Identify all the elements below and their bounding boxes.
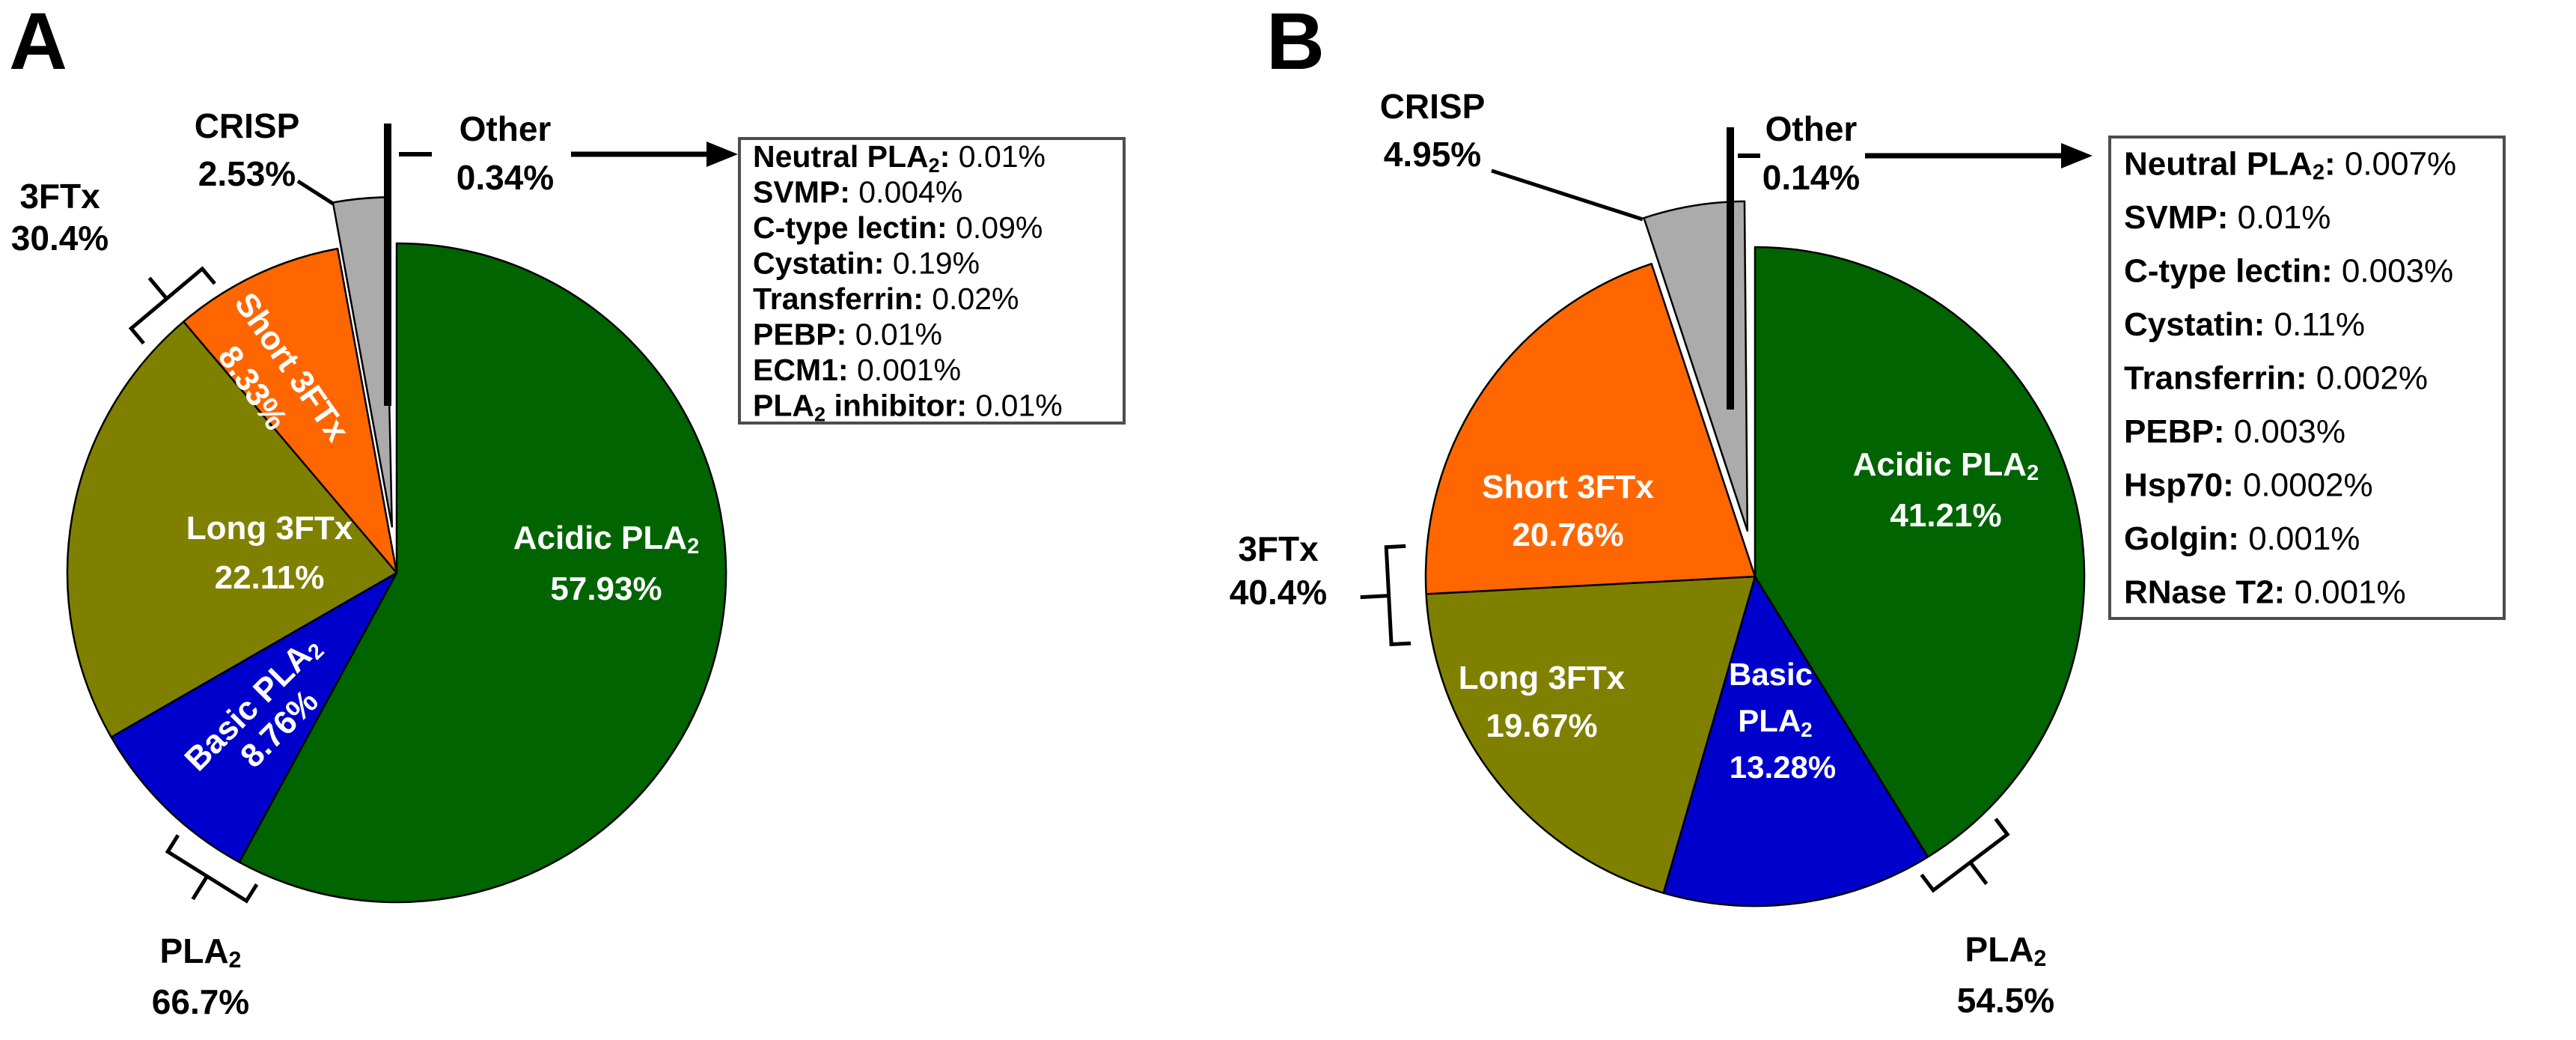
panel-a-letter: A xyxy=(9,0,67,86)
group-bracket-name: 3FTx xyxy=(19,177,100,216)
other-arrow-head xyxy=(2061,143,2093,168)
breakdown-item: C-type lectin: 0.003% xyxy=(2124,252,2453,289)
breakdown-item: Golgin: 0.001% xyxy=(2124,520,2360,556)
group-bracket-tick xyxy=(147,276,168,300)
crisp-callout-pct: 2.53% xyxy=(198,154,296,193)
crisp-callout-name: CRISP xyxy=(1380,87,1486,126)
breakdown-item: PLA2 inhibitor: 0.01% xyxy=(753,388,1063,425)
slice-label: 41.21% xyxy=(1890,497,2001,534)
pie-slice-long-3ftx xyxy=(1425,575,1756,894)
other-callout-name: Other xyxy=(1765,109,1858,148)
pie-slice-acidic-pla- xyxy=(1754,246,2086,858)
breakdown-item: PEBP: 0.01% xyxy=(753,317,942,351)
pie-panel-b: Acidic PLA2 41.21% Short 3FTx 20.76% Long 3F… xyxy=(1230,87,2506,1020)
slice-label: Acidic PLA2 xyxy=(1853,446,2039,486)
breakdown-item: Transferrin: 0.02% xyxy=(753,282,1019,316)
breakdown-item: Cystatin: 0.11% xyxy=(2124,306,2365,343)
other-breakdown-box xyxy=(2108,136,2506,620)
group-bracket-pla- xyxy=(165,834,259,904)
breakdown-item: Neutral PLA2: 0.007% xyxy=(2124,145,2456,185)
slice-label: Long 3FTx xyxy=(1459,660,1626,696)
panel-b-letter: B xyxy=(1266,0,1325,86)
pie-slice-basic-pla- xyxy=(1662,575,1929,907)
breakdown-item: Hsp70: 0.0002% xyxy=(2124,466,2373,503)
breakdown-item: SVMP: 0.01% xyxy=(2124,199,2331,236)
other-breakdown-box xyxy=(738,137,1126,425)
group-bracket-name: PLA2 xyxy=(160,931,242,973)
slice-label: 13.28% xyxy=(1730,749,1836,785)
crisp-callout-pct: 4.95% xyxy=(1384,135,1481,174)
slice-label: Basic xyxy=(1729,657,1813,692)
slice-label: Long 3FTx xyxy=(186,510,353,547)
group-bracket-name: PLA2 xyxy=(1965,930,2047,971)
other-callout-name: Other xyxy=(460,109,552,148)
slice-label: PLA2 xyxy=(1738,703,1812,741)
breakdown-item: RNase T2: 0.001% xyxy=(2124,574,2406,610)
group-bracket-tick xyxy=(1968,861,1989,886)
group-bracket-tick xyxy=(1360,594,1389,600)
breakdown-item: Neutral PLA2: 0.01% xyxy=(753,139,1046,177)
pie-slice-short-3ftx xyxy=(183,247,398,574)
breakdown-item: Transferrin: 0.002% xyxy=(2124,359,2428,396)
pie-slice-acidic-pla- xyxy=(238,242,727,904)
group-bracket-pct: 40.4% xyxy=(1230,573,1327,612)
slice-label: Short 3FTx xyxy=(1482,469,1654,505)
slice-label: 57.93% xyxy=(550,571,662,607)
breakdown-item: Cystatin: 0.19% xyxy=(753,246,980,280)
other-callout-pct: 0.14% xyxy=(1762,158,1860,197)
crisp-callout-name: CRISP xyxy=(195,106,300,145)
other-callout-pct: 0.34% xyxy=(457,158,554,197)
crisp-leader-line xyxy=(296,179,335,206)
pie-slice-basic-pla- xyxy=(110,571,398,863)
group-bracket-tick xyxy=(191,875,209,901)
group-bracket-pct: 54.5% xyxy=(1957,981,2054,1020)
group-bracket-pct: 66.7% xyxy=(152,982,249,1021)
slice-label: 19.67% xyxy=(1486,708,1597,744)
slice-label: Acidic PLA2 xyxy=(513,520,699,559)
pie-slice-crisp xyxy=(1643,200,1749,532)
breakdown-item: SVMP: 0.004% xyxy=(753,174,962,209)
breakdown-item: PEBP: 0.003% xyxy=(2124,413,2345,449)
slice-label: 22.11% xyxy=(215,559,325,596)
pie-slice-long-3ftx xyxy=(66,320,398,738)
breakdown-item: ECM1: 0.001% xyxy=(753,353,961,387)
group-bracket-pct: 30.4% xyxy=(11,219,109,258)
crisp-leader-line xyxy=(1491,168,1643,222)
pie-slice-short-3ftx xyxy=(1424,263,1756,595)
breakdown-item: C-type lectin: 0.09% xyxy=(753,210,1043,245)
other-arrow-head xyxy=(706,142,738,167)
slice-label: 20.76% xyxy=(1512,517,1623,553)
group-bracket-name: 3FTx xyxy=(1238,529,1319,568)
